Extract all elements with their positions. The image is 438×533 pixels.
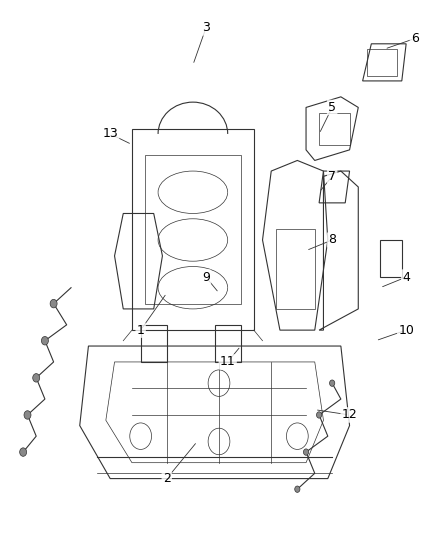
- Bar: [319, 113, 350, 144]
- Bar: [215, 325, 241, 362]
- Circle shape: [50, 300, 57, 308]
- Bar: [367, 49, 397, 76]
- Circle shape: [295, 486, 300, 492]
- Bar: [380, 240, 402, 277]
- Circle shape: [33, 374, 40, 382]
- Text: 13: 13: [102, 127, 118, 140]
- Circle shape: [42, 336, 48, 345]
- Text: 2: 2: [163, 472, 171, 485]
- Text: 11: 11: [220, 356, 236, 368]
- Text: 12: 12: [342, 408, 357, 422]
- Text: 3: 3: [202, 21, 210, 35]
- Text: 4: 4: [402, 271, 410, 284]
- Text: 8: 8: [328, 233, 336, 246]
- Text: 9: 9: [202, 271, 210, 284]
- Circle shape: [317, 412, 322, 418]
- Circle shape: [20, 448, 27, 456]
- Text: 5: 5: [328, 101, 336, 114]
- Circle shape: [304, 449, 309, 455]
- Bar: [141, 325, 167, 362]
- Text: 7: 7: [328, 170, 336, 183]
- Text: 10: 10: [398, 324, 414, 337]
- Bar: [145, 155, 241, 304]
- Circle shape: [24, 411, 31, 419]
- Bar: [132, 128, 254, 330]
- Text: 1: 1: [137, 324, 145, 337]
- Text: 6: 6: [411, 32, 419, 45]
- Circle shape: [329, 380, 335, 386]
- Bar: [276, 229, 315, 309]
